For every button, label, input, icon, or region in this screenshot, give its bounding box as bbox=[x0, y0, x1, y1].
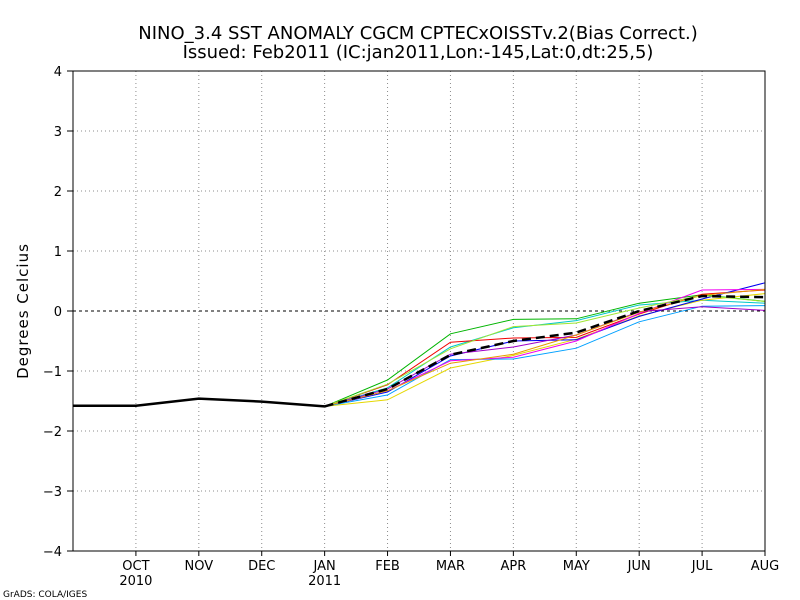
y-tick-label--3: −3 bbox=[43, 485, 62, 500]
plot-frame bbox=[72, 70, 766, 552]
chart-subtitle: Issued: Feb2011 (IC:jan2011,Lon:-145,Lat… bbox=[183, 42, 654, 63]
main-lines bbox=[73, 294, 766, 408]
y-tick-label--4: −4 bbox=[43, 545, 62, 560]
x-tick-label-feb: FEB bbox=[375, 559, 400, 574]
observed-line bbox=[73, 397, 325, 408]
series-line-member-4 bbox=[324, 293, 766, 407]
y-tick-label-3: 3 bbox=[54, 125, 62, 140]
x-tick-year-2011: 2011 bbox=[308, 574, 341, 589]
x-tick-label-jul: JUL bbox=[691, 559, 713, 574]
x-tick-label-oct: OCT bbox=[122, 559, 149, 574]
x-tick-label-dec: DEC bbox=[248, 559, 275, 574]
x-tick-label-jun: JUN bbox=[627, 559, 651, 574]
x-tick-label-nov: NOV bbox=[185, 559, 214, 574]
y-tick-label--1: −1 bbox=[43, 365, 62, 380]
y-tick-label--2: −2 bbox=[43, 425, 62, 440]
y-tick-label-1: 1 bbox=[54, 245, 62, 260]
x-tick-label-mar: MAR bbox=[436, 559, 465, 574]
series-line-member-8 bbox=[324, 306, 766, 407]
x-tick-label-jan: JAN bbox=[313, 559, 336, 574]
ensemble-members bbox=[324, 282, 766, 407]
y-tick-label-2: 2 bbox=[54, 185, 62, 200]
series-line-member-2 bbox=[324, 299, 766, 407]
y-axis-label: Degrees Celcius bbox=[14, 243, 32, 379]
credit-label: GrADS: COLA/IGES bbox=[3, 590, 87, 600]
axes bbox=[67, 70, 766, 556]
series-line-member-1 bbox=[324, 294, 766, 407]
y-tick-label-4: 4 bbox=[54, 65, 62, 80]
x-tick-label-aug: AUG bbox=[751, 559, 779, 574]
x-tick-label-may: MAY bbox=[563, 559, 590, 574]
x-tick-year-2010: 2010 bbox=[119, 574, 152, 589]
ensemble-mean-line bbox=[324, 294, 766, 408]
chart-title: NINO_3.4 SST ANOMALY CGCM CPTECxOISSTv.2… bbox=[138, 23, 698, 44]
y-tick-label-0: 0 bbox=[54, 305, 62, 320]
x-tick-label-apr: APR bbox=[500, 559, 526, 574]
series-line-member-6 bbox=[324, 305, 766, 407]
